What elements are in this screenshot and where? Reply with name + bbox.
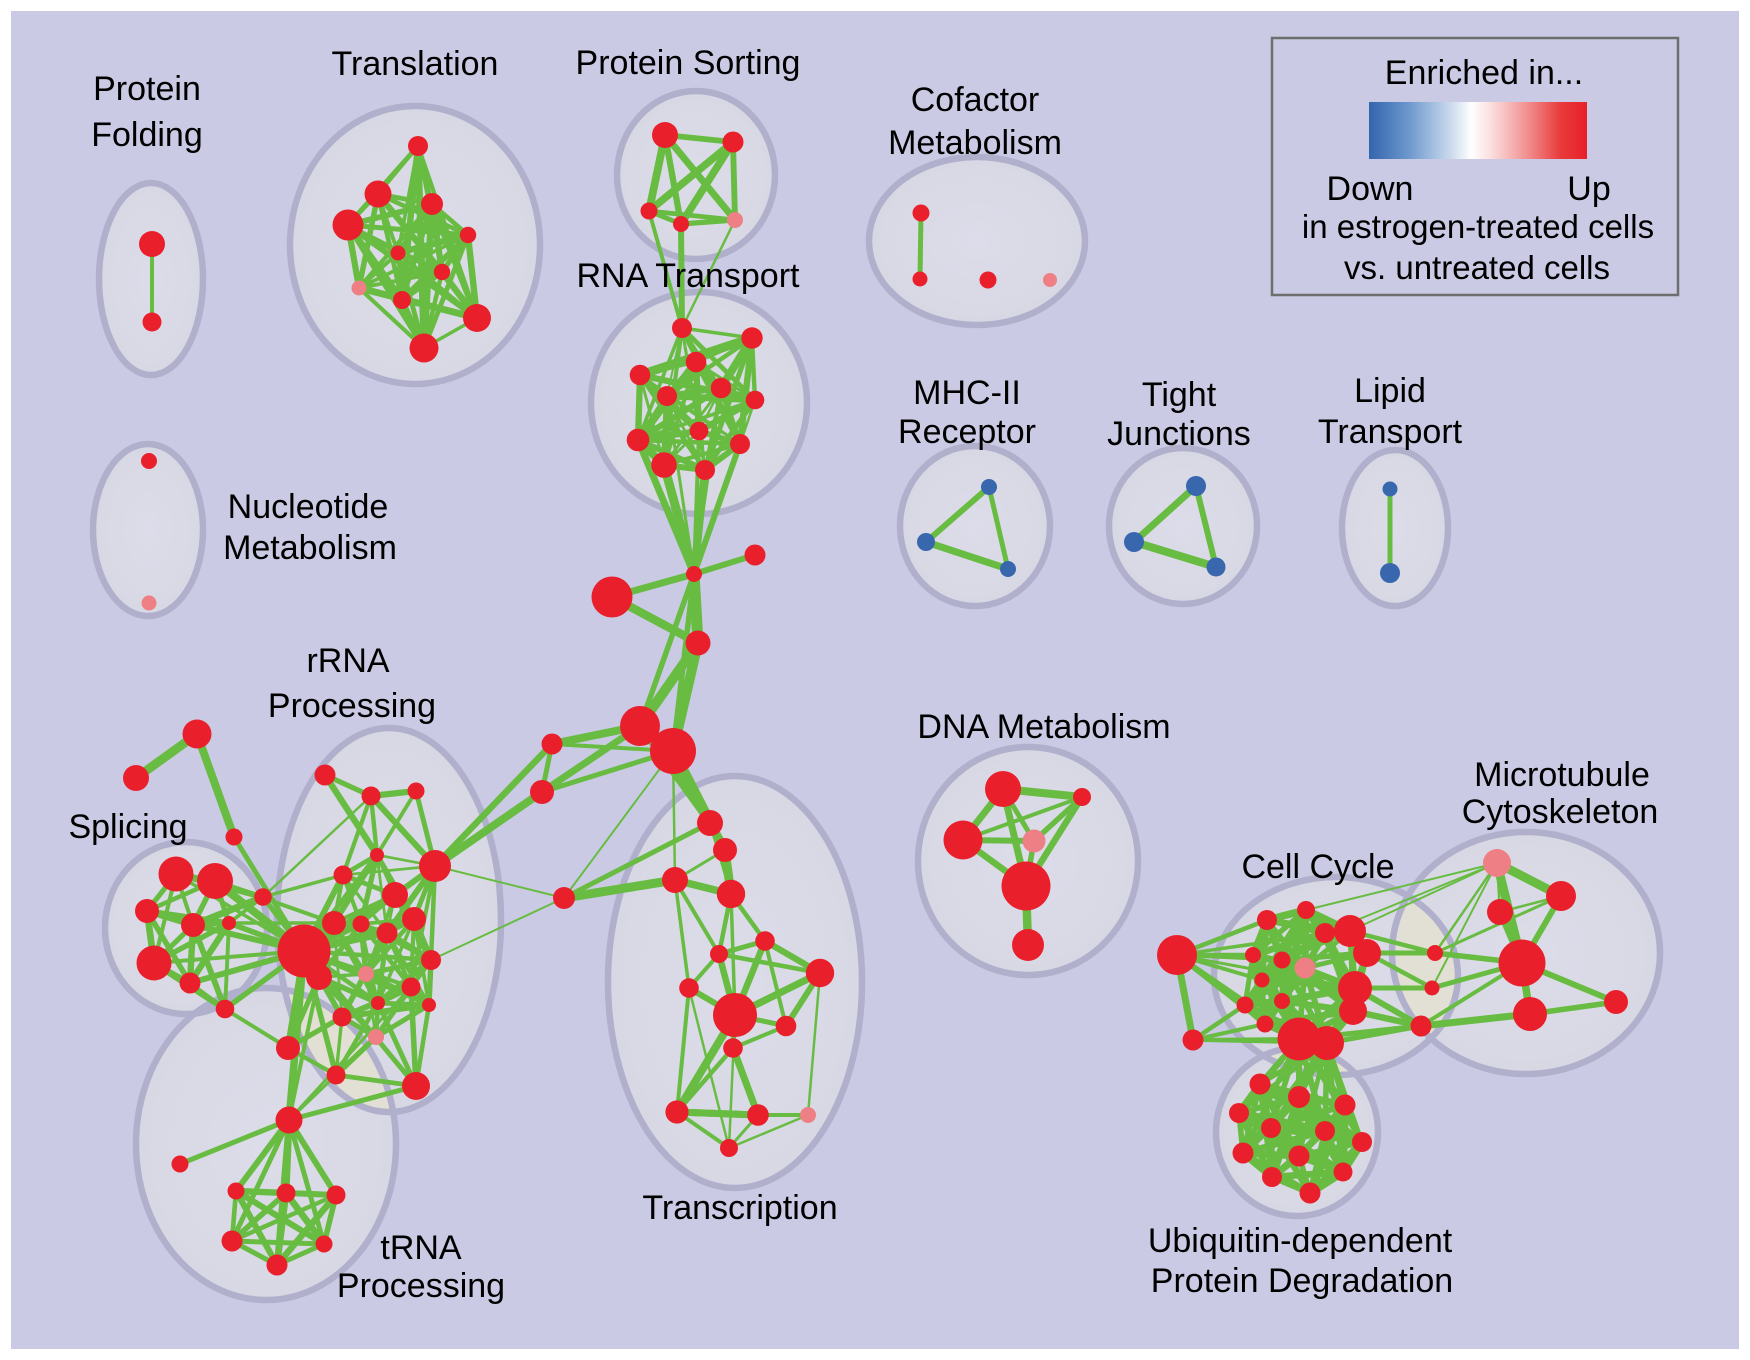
svg-text:Protein Degradation: Protein Degradation	[1151, 1262, 1453, 1300]
svg-text:Lipid: Lipid	[1354, 372, 1426, 410]
svg-text:Ubiquitin-dependent: Ubiquitin-dependent	[1148, 1222, 1453, 1260]
svg-text:vs. untreated cells: vs. untreated cells	[1344, 249, 1610, 286]
svg-text:Metabolism: Metabolism	[223, 529, 397, 567]
svg-text:tRNA: tRNA	[380, 1229, 462, 1267]
svg-text:Up: Up	[1567, 170, 1610, 208]
svg-text:rRNA: rRNA	[306, 642, 389, 680]
svg-text:Microtubule: Microtubule	[1474, 756, 1650, 794]
svg-text:Transport: Transport	[1318, 413, 1463, 451]
svg-text:Splicing: Splicing	[68, 808, 187, 846]
svg-text:Tight: Tight	[1142, 376, 1217, 414]
svg-text:Folding: Folding	[91, 116, 203, 154]
svg-text:Translation: Translation	[332, 45, 499, 83]
svg-text:DNA Metabolism: DNA Metabolism	[917, 708, 1170, 746]
svg-text:MHC-II: MHC-II	[913, 374, 1021, 412]
svg-text:Protein Sorting: Protein Sorting	[576, 44, 801, 82]
svg-text:in estrogen-treated cells: in estrogen-treated cells	[1302, 208, 1654, 245]
svg-text:Cytoskeleton: Cytoskeleton	[1462, 793, 1659, 831]
svg-text:Transcription: Transcription	[642, 1189, 837, 1227]
svg-text:Protein: Protein	[93, 70, 201, 108]
svg-text:Nucleotide: Nucleotide	[228, 488, 389, 526]
svg-text:Processing: Processing	[337, 1267, 505, 1305]
svg-text:Cofactor: Cofactor	[911, 81, 1040, 119]
svg-text:Cell Cycle: Cell Cycle	[1241, 848, 1394, 886]
svg-text:Junctions: Junctions	[1107, 415, 1251, 453]
svg-text:Receptor: Receptor	[898, 413, 1036, 451]
svg-text:Down: Down	[1327, 170, 1414, 208]
svg-text:Processing: Processing	[268, 687, 436, 725]
svg-text:RNA Transport: RNA Transport	[577, 257, 801, 295]
svg-text:Enriched in...: Enriched in...	[1385, 54, 1583, 92]
svg-text:Metabolism: Metabolism	[888, 124, 1062, 162]
